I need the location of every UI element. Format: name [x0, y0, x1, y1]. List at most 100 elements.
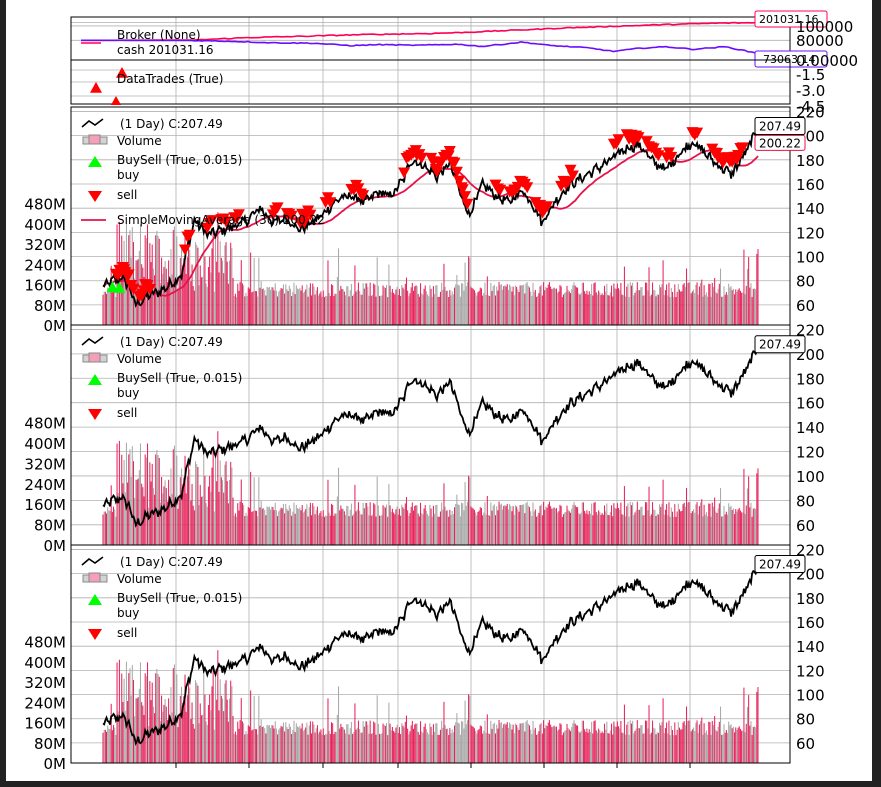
data1-volume-bar: [441, 502, 443, 545]
data0-volume-bar: [647, 290, 649, 325]
data2-volume-bar: [250, 690, 252, 763]
data1-volume-bar: [455, 503, 457, 545]
data2-volume-bar: [608, 733, 610, 763]
data0-volume-bar: [217, 212, 219, 325]
data1-volume-bar: [607, 514, 609, 545]
data1-volume-bar: [369, 502, 371, 545]
data1-volume-bar: [599, 512, 601, 545]
data1-volume-bar: [287, 510, 289, 545]
data0-volume-bar: [457, 284, 459, 325]
data2-volume-bar: [411, 720, 413, 763]
data0-volume-bar: [250, 252, 252, 325]
data0-volume-bar: [489, 296, 491, 325]
data2-volume-bar: [164, 699, 166, 763]
data0-volume-bar: [614, 288, 616, 325]
data0-volume-bar: [465, 286, 467, 325]
data2-volume-bar: [199, 703, 201, 763]
data0-volume-bar: [530, 291, 532, 325]
data0-volume-bar: [455, 284, 457, 325]
data1-volume-bar: [718, 503, 720, 545]
data2-volume-bar: [505, 724, 507, 763]
data2-volume-bar: [578, 731, 580, 763]
data0-volume-bar: [704, 295, 706, 325]
data2-volume-bar: [746, 707, 748, 763]
data0-sell-marker: [304, 209, 317, 221]
data0-volume-bar: [111, 292, 113, 325]
data0-volume-bar: [417, 293, 419, 325]
data1-volume-bar: [605, 511, 607, 545]
data1-volume-bar: [114, 509, 116, 545]
data0-volume-bar: [424, 285, 426, 325]
data1-volume-bar: [199, 484, 201, 545]
data0-volume-bar: [168, 260, 170, 325]
data1-volume-bar: [578, 513, 580, 545]
data1-volume-bar: [394, 514, 396, 545]
data1-volume-bar: [739, 510, 741, 545]
data0-volume-bar: [499, 285, 501, 325]
data1-volume-bar: [703, 504, 705, 545]
data2-volume-bar: [315, 728, 317, 763]
data0-volume-bar: [527, 285, 529, 325]
data1-volume-bar: [280, 507, 282, 545]
data1-volume-bar: [531, 515, 533, 545]
data1-volume-bar: [408, 515, 410, 545]
broker-legend-title: Broker (None): [117, 28, 201, 42]
data2-volume-bar: [496, 724, 498, 763]
data1-volume-bar: [702, 516, 704, 545]
data1-volume-bar: [728, 503, 730, 545]
data1-volume-bar: [265, 515, 267, 545]
data0-volume-bar: [371, 295, 374, 325]
data0-volume-bar: [152, 268, 154, 325]
data0-volume-bar: [531, 296, 533, 325]
data0-volume-bar: [445, 290, 447, 325]
data1-volume-bar: [171, 494, 173, 545]
data2-volume-bar: [253, 695, 255, 763]
data1-volume-bar: [643, 515, 645, 545]
data0-volume-bar: [745, 285, 747, 325]
data1-volume-bar: [196, 464, 198, 545]
data2-volume-bar: [455, 722, 457, 763]
data0-volume-bar: [415, 285, 417, 325]
data0-volume-bar: [484, 282, 486, 325]
data1-volume-bar: [238, 510, 240, 545]
data1-volume-bar: [192, 505, 194, 545]
data1-volume-bar: [273, 510, 275, 545]
data1-volume-bar: [361, 514, 363, 545]
data1-volume-bar: [436, 504, 438, 545]
data1-volume-bar: [486, 496, 488, 545]
data1-volume-bar: [214, 450, 217, 545]
data1-volume-bar: [618, 507, 620, 545]
data0-volume-bar: [216, 261, 218, 325]
data1-volume-bar: [701, 499, 703, 545]
data1-volume-bar: [421, 513, 423, 545]
data2-volume-bar: [721, 734, 723, 763]
data1-volume-bar: [442, 509, 444, 545]
data2-volume-bar: [681, 729, 683, 763]
data1-volume-bar: [657, 514, 659, 545]
data1-volume-bar: [667, 515, 669, 545]
data0-volume-bar: [475, 292, 477, 325]
data1-volume-bar: [564, 512, 566, 545]
data1-volume-bar: [606, 503, 608, 545]
data1-volume-bar: [735, 509, 737, 545]
data2-volume-bar: [350, 722, 352, 763]
data0-volume-bar: [571, 289, 573, 325]
data0-volume-bar: [355, 291, 357, 325]
data1-volume-bar: [456, 494, 458, 545]
data1-volume-bar: [432, 505, 434, 545]
data2-volume-bar: [320, 729, 322, 763]
data1-volume-bar: [363, 508, 365, 545]
data0-volume-bar: [379, 295, 381, 325]
data2-volume-bar: [536, 734, 538, 763]
data2-volume-bar: [669, 735, 671, 763]
data1-volume-bar: [353, 513, 355, 545]
data1-volume-bar: [654, 510, 656, 545]
data2-volume-bar: [217, 650, 219, 763]
data2-volume-bar: [183, 696, 185, 763]
data0-panel: 0M80M160M240M320M400M480M608010012014016…: [24, 103, 824, 335]
data1-volume-bar: [234, 513, 236, 545]
data0-volume-bar: [544, 290, 546, 325]
data2-volume-bar: [188, 682, 190, 763]
data1-volume-bar: [669, 516, 671, 545]
data0-volume-bar: [552, 288, 554, 325]
